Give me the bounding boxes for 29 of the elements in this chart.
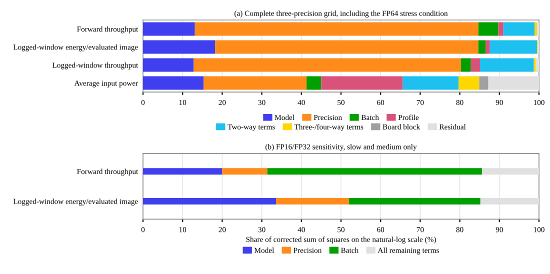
bar [194,58,461,72]
bar [143,168,222,175]
bar [498,22,504,36]
bar [490,40,538,54]
bar [143,76,204,90]
bar [276,198,349,205]
bar [478,22,498,36]
bar [503,22,535,36]
bar [470,58,480,72]
bar [479,76,488,90]
bar [215,40,478,54]
bar [222,168,268,175]
bar [306,76,322,90]
bar [143,198,276,205]
bar [143,40,216,54]
bar [348,198,480,205]
bar [534,22,538,36]
bar [458,76,480,90]
bar [267,168,482,175]
bar [486,40,490,54]
bar [402,76,459,90]
bar [143,58,194,72]
bar [204,76,307,90]
bar [478,40,486,54]
bar [143,22,195,36]
bar [321,76,403,90]
bar [460,58,471,72]
bar [194,22,478,36]
bar [480,58,534,72]
